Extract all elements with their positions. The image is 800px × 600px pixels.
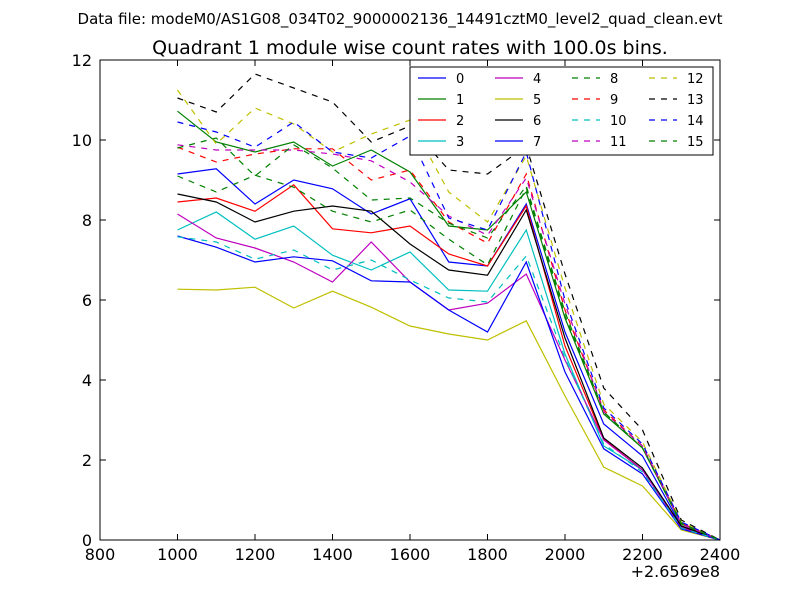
legend-label-0: 0: [456, 72, 464, 87]
y-tick-label: 8: [82, 211, 92, 230]
ticks-layer: 800 1000 1200 1400 1600 1800 2000 2200 2400 0 2 4 6 8…: [72, 51, 741, 564]
series-line-11: [177, 144, 721, 541]
legend-label-9: 9: [610, 93, 618, 108]
legend-label-5: 5: [533, 93, 541, 108]
y-tick-label: 4: [82, 371, 92, 390]
series-line-7: [177, 235, 721, 541]
x-tick-label: 1200: [235, 545, 276, 564]
x-offset-label: +2.6569e8: [631, 562, 720, 581]
legend-label-15: 15: [687, 135, 704, 150]
legend-label-14: 14: [687, 114, 704, 129]
x-tick-label: 1800: [467, 545, 508, 564]
series-line-10: [177, 236, 721, 541]
series-line-13: [177, 73, 721, 541]
series-line-15: [177, 137, 721, 541]
x-tick-label: 1000: [157, 545, 198, 564]
y-tick-label: 2: [82, 451, 92, 470]
x-tick-label: 1600: [390, 545, 431, 564]
legend-label-12: 12: [687, 72, 704, 87]
y-tick-label: 12: [72, 51, 92, 70]
y-tick-label: 10: [72, 131, 92, 150]
legend-label-2: 2: [456, 114, 464, 129]
legend-label-11: 11: [610, 135, 627, 150]
x-tick-label: 2000: [545, 545, 586, 564]
series-line-5: [177, 286, 721, 541]
legend-label-6: 6: [533, 114, 541, 129]
x-tick-label: 2200: [622, 545, 663, 564]
x-tick-label: 800: [85, 545, 116, 564]
legend-box: [409, 66, 714, 156]
legend-label-1: 1: [456, 93, 464, 108]
series-line-12: [177, 89, 721, 541]
series-line-9: [177, 146, 721, 541]
chart-title: Quadrant 1 module wise count rates with …: [152, 37, 668, 59]
series-line-14: [177, 121, 721, 541]
legend-label-3: 3: [456, 135, 464, 150]
legend-label-7: 7: [533, 135, 541, 150]
legend-label-4: 4: [533, 72, 541, 87]
legend-label-10: 10: [610, 114, 627, 129]
series-line-1: [177, 110, 721, 541]
chart-suptitle: Data file: modeM0/AS1G08_034T02_90000021…: [78, 10, 723, 29]
y-tick-label: 0: [82, 531, 92, 550]
series-line-8: [177, 174, 721, 541]
series-layer: [177, 73, 721, 541]
x-tick-label: 2400: [700, 545, 741, 564]
series-line-6: [177, 193, 721, 541]
y-tick-label: 6: [82, 291, 92, 310]
legend-label-13: 13: [687, 93, 704, 108]
legend-label-8: 8: [610, 72, 618, 87]
x-tick-label: 1400: [312, 545, 353, 564]
series-line-0: [177, 168, 721, 541]
